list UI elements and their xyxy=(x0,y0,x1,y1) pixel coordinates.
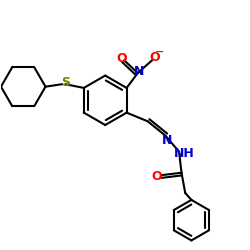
Text: NH: NH xyxy=(174,147,195,160)
Text: N: N xyxy=(162,134,172,146)
Text: O: O xyxy=(152,170,162,183)
Text: −: − xyxy=(155,47,165,57)
Text: S: S xyxy=(61,76,70,90)
Text: O: O xyxy=(116,52,126,65)
Text: O: O xyxy=(150,51,160,64)
Text: N: N xyxy=(134,65,144,78)
